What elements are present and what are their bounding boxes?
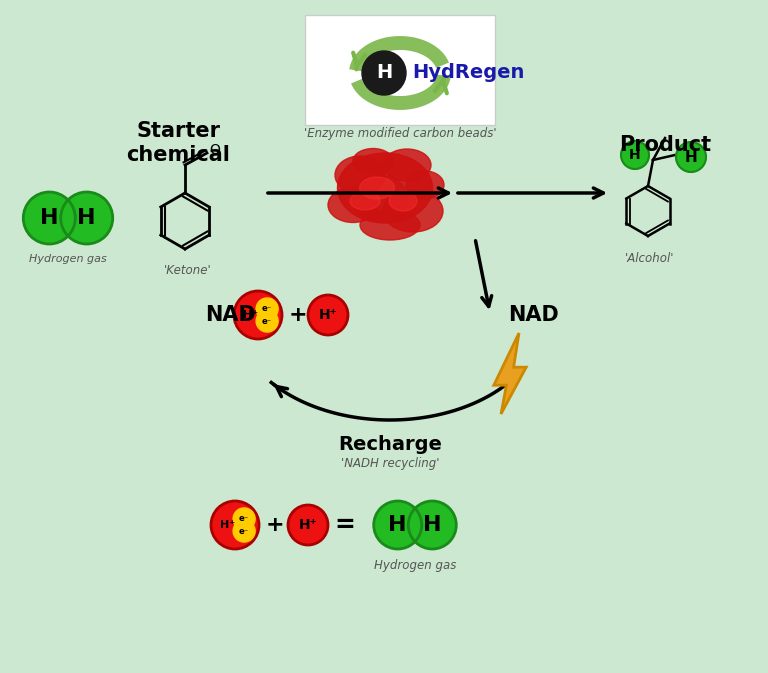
Ellipse shape	[353, 176, 408, 221]
Ellipse shape	[383, 149, 431, 181]
Circle shape	[362, 51, 406, 95]
Text: H: H	[78, 208, 96, 228]
Text: H: H	[684, 149, 697, 164]
Text: 'Ketone': 'Ketone'	[164, 264, 212, 277]
Polygon shape	[494, 333, 526, 414]
FancyBboxPatch shape	[305, 15, 495, 125]
Text: NAD: NAD	[508, 305, 559, 325]
Text: H: H	[40, 208, 58, 228]
Circle shape	[234, 291, 282, 339]
Text: Hydrogen gas: Hydrogen gas	[374, 559, 456, 571]
Text: H⁺: H⁺	[299, 518, 317, 532]
Circle shape	[288, 505, 328, 545]
Text: 'NADH recycling': 'NADH recycling'	[341, 456, 439, 470]
Circle shape	[621, 141, 649, 169]
Text: 'Enzyme modified carbon beads': 'Enzyme modified carbon beads'	[303, 127, 496, 139]
Text: +: +	[289, 305, 307, 325]
Text: NAD: NAD	[205, 305, 256, 325]
Text: H: H	[389, 515, 407, 535]
Text: e⁻: e⁻	[262, 316, 272, 326]
Circle shape	[233, 508, 255, 530]
Text: Recharge: Recharge	[338, 435, 442, 454]
Text: e⁻: e⁻	[239, 526, 249, 536]
Circle shape	[61, 192, 113, 244]
Circle shape	[256, 310, 278, 332]
Circle shape	[676, 142, 706, 172]
Text: Product: Product	[619, 135, 711, 155]
Circle shape	[374, 501, 422, 549]
Text: =: =	[335, 513, 356, 537]
Ellipse shape	[406, 171, 444, 199]
Circle shape	[233, 520, 255, 542]
Ellipse shape	[328, 188, 378, 223]
Circle shape	[211, 501, 259, 549]
Ellipse shape	[360, 210, 420, 240]
Text: 'Alcohol': 'Alcohol'	[625, 252, 675, 264]
Ellipse shape	[359, 177, 395, 199]
Text: Hydrogen gas: Hydrogen gas	[29, 254, 107, 264]
Text: H⁺: H⁺	[243, 310, 258, 320]
Ellipse shape	[337, 153, 432, 223]
Text: Starter
chemical: Starter chemical	[126, 120, 230, 166]
Ellipse shape	[389, 191, 417, 211]
Ellipse shape	[383, 190, 443, 232]
Ellipse shape	[335, 156, 385, 194]
Circle shape	[256, 298, 278, 320]
Text: HydRegen: HydRegen	[412, 63, 525, 83]
Text: O: O	[210, 143, 220, 157]
Circle shape	[23, 192, 75, 244]
Text: +: +	[266, 515, 284, 535]
Circle shape	[409, 501, 456, 549]
Text: H⁺: H⁺	[319, 308, 337, 322]
Text: H: H	[423, 515, 442, 535]
Ellipse shape	[350, 192, 380, 210]
Ellipse shape	[353, 149, 393, 174]
Text: e⁻: e⁻	[239, 514, 249, 524]
Text: H: H	[376, 63, 392, 83]
Text: H: H	[629, 148, 641, 162]
Text: H⁺: H⁺	[220, 520, 235, 530]
Text: e⁻: e⁻	[262, 304, 272, 314]
Circle shape	[308, 295, 348, 335]
